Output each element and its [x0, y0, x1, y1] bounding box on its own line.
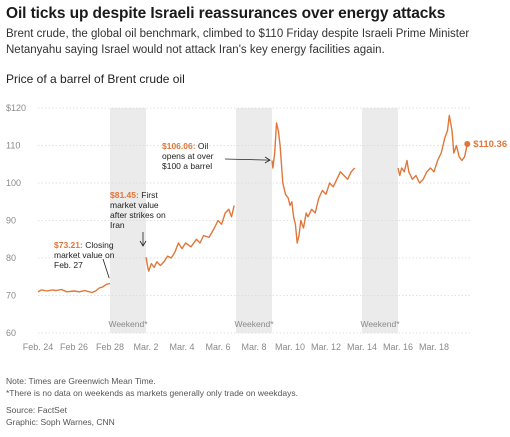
price-line-segment	[397, 114, 468, 184]
headline: Oil ticks up despite Israeli reassurance…	[6, 5, 446, 22]
x-tick-label: Mar. 4	[169, 342, 194, 352]
price-line-segment	[37, 282, 111, 294]
annotation-line: $100 a barrel	[162, 161, 212, 171]
x-tick-label: Feb 26	[60, 342, 88, 352]
x-tick-label: Mar. 10	[275, 342, 305, 352]
end-point	[464, 141, 471, 147]
x-tick-label: Mar. 12	[311, 342, 341, 352]
x-tick-label: Mar. 18	[419, 342, 449, 352]
x-tick-label: Mar. 2	[133, 342, 158, 352]
weekend-label: Weekend*	[234, 319, 274, 329]
annotation-text: $73.21: Closing market value on Feb. 27	[54, 240, 115, 270]
annotation-value: $106.06:	[162, 141, 196, 151]
annotation-line: after strikes on	[110, 210, 166, 220]
y-axis: 60 70 80 90 100 110 $120	[6, 103, 26, 338]
chart-title: Price of a barrel of Brent crude oil	[6, 72, 185, 86]
price-line-segment	[145, 205, 235, 272]
x-tick-label: Feb 28	[96, 342, 124, 352]
x-tick-label: Mar. 8	[241, 342, 266, 352]
annotation-text: $106.06: Oil opens at over $100 a barrel	[162, 141, 214, 171]
y-tick-label: 70	[6, 291, 16, 301]
x-tick-label: Feb. 24	[23, 342, 54, 352]
annotation-value: $73.21:	[54, 240, 83, 250]
x-tick-label: Mar. 6	[205, 342, 230, 352]
annotation-text: $81.45: First market value after strikes o…	[110, 190, 166, 230]
annotation-arrowhead	[139, 240, 147, 247]
x-axis: Feb. 24 Feb 26 Feb 28 Mar. 2 Mar. 4 Mar. 6 Mar…	[23, 342, 449, 352]
dek: Brent crude, the global oil benchmark, c…	[6, 28, 470, 56]
price-line: $110.36	[37, 114, 507, 294]
annotation-line: $81.45: First	[110, 190, 158, 200]
weekend-bands: Weekend* Weekend* Weekend*	[108, 108, 400, 333]
annotation-line: Feb. 27	[54, 260, 83, 270]
credit: Graphic: Soph Warnes, CNN	[6, 416, 115, 427]
end-value-label: $110.36	[473, 139, 507, 150]
annotation-line: $73.21: Closing	[54, 240, 114, 250]
y-tick-label: 110	[6, 141, 20, 151]
y-tick-label: 100	[6, 178, 21, 188]
y-tick-label: 60	[6, 328, 16, 338]
y-tick-label: 90	[6, 216, 16, 226]
annotation-line: market value on	[54, 250, 115, 260]
annotation-leader	[224, 158, 271, 161]
chart: Weekend* Weekend* Weekend* 60 70 80 90 100 110 $…	[6, 103, 507, 352]
annotation-line: opens at over	[162, 151, 214, 161]
note-time: Note: Times are Greenwich Mean Time.	[6, 376, 156, 386]
annotation-leader	[102, 258, 110, 279]
price-line-segment	[271, 122, 356, 244]
annotations: $73.21: Closing market value on Feb. 27 $81…	[54, 141, 271, 279]
y-tick-label: 80	[6, 253, 16, 263]
y-tick-label: $120	[6, 103, 26, 113]
source: Source: FactSet	[6, 405, 67, 415]
weekend-label: Weekend*	[360, 319, 400, 329]
x-tick-label: Mar. 16	[383, 342, 413, 352]
annotation-value: $81.45:	[110, 190, 139, 200]
annotation-line: $106.06: Oil	[162, 141, 208, 151]
annotation-line: market value	[110, 200, 159, 210]
annotation-line: Iran	[110, 220, 125, 230]
weekend-label: Weekend*	[108, 319, 148, 329]
note-weekend: *There is no data on weekends as markets…	[6, 387, 298, 398]
x-tick-label: Mar. 14	[347, 342, 377, 352]
annotation-arrowhead	[264, 156, 271, 164]
footer: Note: Times are Greenwich Mean Time. *Th…	[6, 376, 504, 428]
